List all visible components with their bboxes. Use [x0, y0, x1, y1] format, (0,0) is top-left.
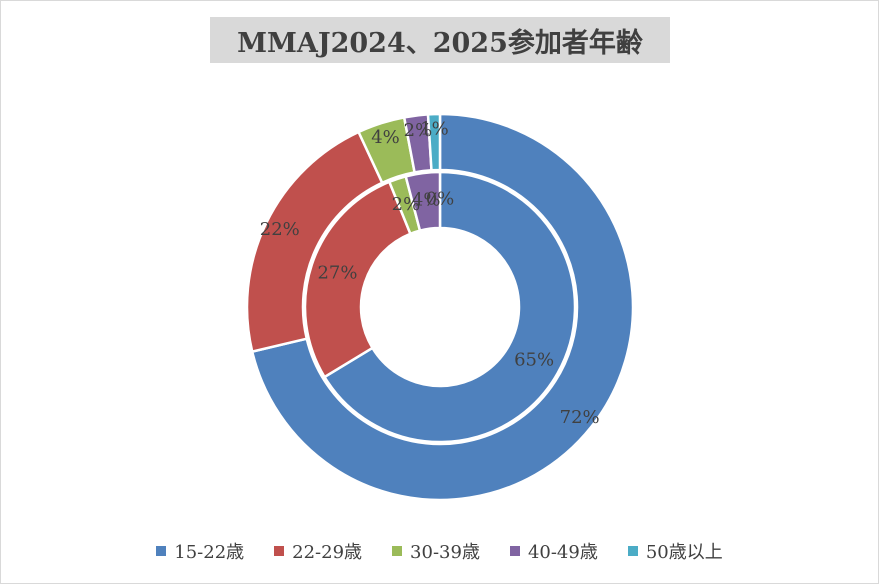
legend-label: 22-29歳	[292, 542, 363, 563]
legend-swatch	[274, 546, 285, 556]
chart-title: MMAJ2024、2025参加者年齢	[237, 27, 643, 59]
inner-data-label-0: 65%	[514, 349, 554, 370]
legend-item: 30-39歳	[392, 538, 480, 564]
legend-label: 15-22歳	[174, 542, 245, 563]
inner-slice-1	[303, 180, 412, 379]
outer-data-label-2: 4%	[371, 127, 400, 148]
legend-label: 30-39歳	[410, 542, 480, 563]
outer-data-label-4: 1%	[420, 119, 449, 140]
legend-swatch	[509, 546, 520, 556]
legend-label: 50歳以上	[645, 542, 723, 563]
legend-label: 40-49歳	[527, 542, 598, 563]
inner-data-label-3: 4%	[412, 189, 441, 210]
inner-slice-3	[404, 170, 442, 233]
chart-title-box: MMAJ2024、2025参加者年齢	[210, 17, 670, 63]
legend-item: 15-22歳	[156, 538, 244, 564]
outer-slice-4	[426, 112, 442, 172]
inner-data-label-2: 2%	[392, 194, 421, 215]
outer-data-label-0: 72%	[560, 407, 600, 428]
outer-data-label-3: 2%	[404, 120, 433, 141]
legend-swatch	[156, 546, 167, 556]
inner-slice-0	[322, 170, 577, 444]
inner-data-label-1: 27%	[317, 262, 357, 283]
legend-swatch	[627, 546, 638, 556]
legend-item: 40-49歳	[509, 538, 598, 564]
legend-item: 22-29歳	[274, 538, 362, 564]
legend-swatch	[392, 546, 403, 556]
legend: 15-22歳 22-29歳 30-39歳 40-49歳 50歳以上	[0, 538, 879, 564]
legend-item: 50歳以上	[627, 538, 723, 564]
outer-data-label-1: 22%	[260, 219, 300, 240]
outer-slice-0	[250, 112, 635, 502]
inner-data-label-4: 0%	[426, 189, 455, 210]
